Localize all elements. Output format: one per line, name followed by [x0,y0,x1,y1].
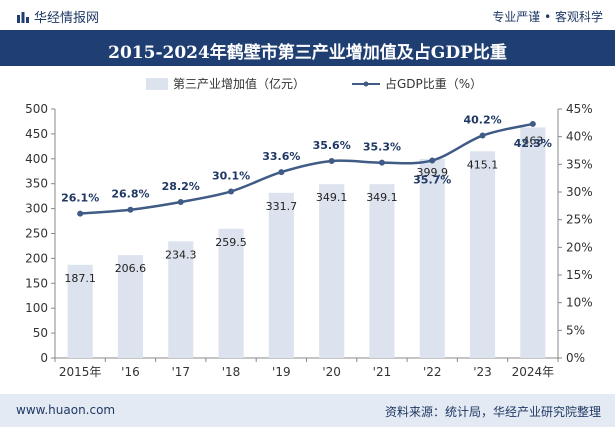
x-tick-label: '20 [322,365,341,379]
legend-bar-swatch [146,78,168,90]
ratio-value-label: 26.1% [61,192,99,205]
bar-value-label: 331.7 [266,200,298,213]
x-tick-label: '19 [272,365,291,379]
bar-value-label: 415.1 [467,158,499,171]
bar [319,184,345,358]
left-tick-label: 150 [25,276,48,290]
ratio-point [429,157,436,164]
ratio-value-label: 30.1% [212,169,250,182]
right-tick-label: 45% [566,102,593,116]
title-bar: 2015-2024年鹤壁市第三产业增加值及占GDP比重 [0,30,615,66]
bar-value-label: 399.9 [417,166,449,179]
bar [67,264,93,358]
left-tick-label: 400 [25,152,48,166]
right-tick-label: 0% [566,351,585,365]
bar-value-label: 463 [522,134,543,147]
legend-bar-label: 第三产业增加值（亿元） [173,76,305,91]
ratio-point [228,188,235,195]
right-tick-label: 35% [566,157,593,171]
ratio-value-label: 40.2% [463,114,501,127]
legend-line-label: 占GDP比重（%） [385,76,482,91]
ratio-value-label: 28.2% [162,180,200,193]
data-source: 资料来源：统计局，华经产业研究院整理 [384,405,601,419]
bar [369,184,395,358]
ratio-line [77,120,536,217]
x-tick-label: 2024年 [512,365,555,379]
bar [469,151,496,358]
ratio-point [479,132,486,139]
ratio-value-label: 42.3% [514,137,552,150]
x-tick-label: '21 [373,365,392,379]
ratio-value-label: 26.8% [111,188,149,201]
right-tick-label: 30% [566,185,593,199]
ratio-value-label: 35.7% [413,173,451,186]
x-tick-label: '18 [222,365,241,379]
x-tick-label: '16 [121,365,140,379]
bar-value-label: 187.1 [64,272,96,285]
left-tick-label: 350 [25,177,48,191]
data-labels: 187.1 206.6 234.3 259.5 331.7 349.1 349.1 399.9… [61,114,552,285]
ratio-point [177,198,184,205]
left-tick-label: 50 [33,326,48,340]
ratio-value-label: 33.6% [262,150,300,163]
bar-value-label: 349.1 [316,191,348,204]
chart-title: 2015-2024年鹤壁市第三产业增加值及占GDP比重 [108,43,507,63]
left-tick-label: 100 [25,301,48,315]
ratio-point [77,210,84,217]
x-tick-label: '17 [171,365,190,379]
ratio-point [378,159,385,166]
right-tick-label: 20% [566,240,593,254]
right-tick-label: 15% [566,268,593,282]
ratio-line-path [80,122,534,215]
bar [168,241,194,358]
ratio-point [529,120,536,127]
bar [218,228,244,358]
x-tick-label: '22 [423,365,442,379]
left-tick-label: 250 [25,227,48,241]
x-tick-label: '23 [473,365,492,379]
site-url: www.huaon.com [16,403,116,417]
ratio-point [278,169,285,176]
slogan: 专业严谨 • 客观科学 [492,10,603,24]
left-tick-label: 300 [25,202,48,216]
left-tick-label: 450 [25,127,48,141]
right-tick-label: 10% [566,296,593,310]
ratio-point [127,206,134,213]
bar [117,255,144,358]
brand-name: 华经情报网 [34,11,100,26]
legend: 第三产业增加值（亿元） 占GDP比重（%） [146,76,482,91]
x-tick-label: 2015年 [59,365,102,379]
ratio-point [328,158,335,165]
ratio-value-label: 35.6% [313,139,351,152]
footer-bar: www.huaon.com 资料来源：统计局，华经产业研究院整理 [0,394,615,427]
brand-logo-icon [17,12,29,23]
legend-line-marker [363,81,369,87]
brand: 华经情报网 [16,7,99,26]
bars [67,127,546,358]
left-tick-label: 200 [25,251,48,265]
axes: 0 50 100 150 200 250 300 350 400 450 500 0% 5% 10% 15%… [25,102,593,379]
ratio-value-label: 35.3% [363,141,401,154]
bar-value-label: 234.3 [165,248,197,261]
bar [268,192,294,358]
bar [520,127,546,358]
bar-value-label: 349.1 [366,191,398,204]
right-tick-label: 40% [566,130,593,144]
left-tick-label: 0 [40,351,48,365]
chart: 第三产业增加值（亿元） 占GDP比重（%） 0 50 100 150 200 250 300… [25,76,593,379]
top-bar: 华经情报网 专业严谨 • 客观科学 [0,0,615,30]
bar-value-label: 259.5 [215,236,247,249]
right-tick-label: 25% [566,213,593,227]
right-tick-label: 5% [566,323,585,337]
bar [419,158,445,358]
left-tick-label: 500 [25,102,48,116]
bar-value-label: 206.6 [115,262,147,275]
